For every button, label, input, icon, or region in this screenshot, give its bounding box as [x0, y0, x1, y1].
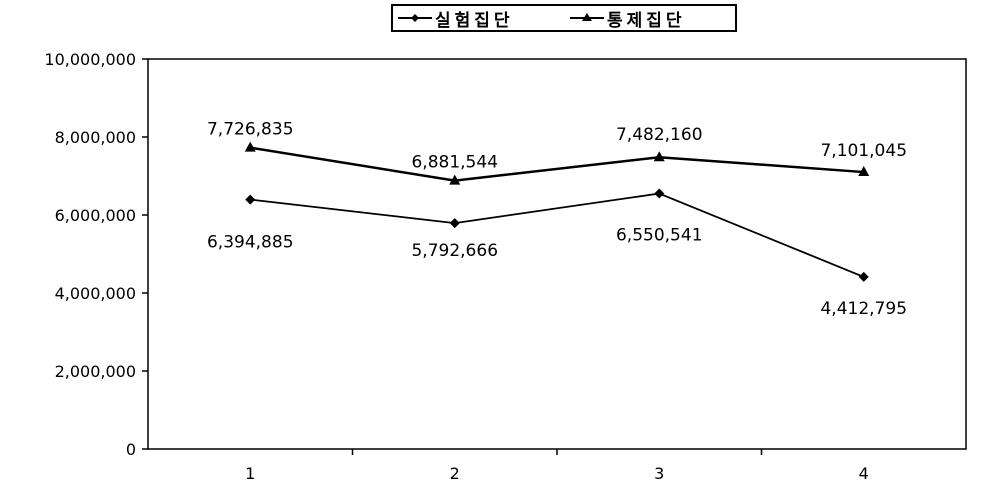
plot-area [147, 58, 967, 450]
series-line-2 [250, 146, 864, 182]
x-axis: 1 2 3 4 [245, 449, 869, 483]
y-tick-label: 4,000,000 [55, 284, 136, 303]
data-point-series-2 [858, 166, 870, 177]
legend-item-series-1: 실험집단 [397, 6, 514, 31]
x-tick-label: 3 [654, 464, 664, 483]
data-label-series-2: 7,482,160 [616, 125, 703, 145]
diamond-marker-icon [398, 14, 432, 22]
data-label-series-1: 5,792,666 [411, 241, 498, 261]
legend-item-series-2: 통제집단 [569, 6, 686, 31]
data-label-series-2: 7,101,045 [820, 141, 907, 161]
data-label-series-1: 6,394,885 [207, 233, 294, 253]
y-tick-label: 2,000,000 [55, 362, 136, 381]
triangle-marker-icon [570, 13, 604, 21]
x-tick-label: 2 [450, 464, 460, 483]
y-tick-label: 10,000,000 [44, 50, 136, 69]
data-point-series-1 [449, 218, 460, 229]
data-point-series-2 [653, 151, 665, 162]
data-labels-layer: 6,394,885 5,792,666 6,550,541 4,412,795 7,72… [207, 120, 907, 319]
data-point-series-1 [858, 271, 869, 282]
x-tick-label: 4 [859, 464, 869, 483]
y-tick-label: 8,000,000 [55, 128, 136, 147]
y-tick-label: 6,000,000 [55, 206, 136, 225]
data-point-series-1 [654, 188, 665, 199]
series-layer [244, 141, 870, 282]
legend: 실험집단 통제집단 [391, 4, 737, 32]
data-label-series-1: 4,412,795 [820, 299, 907, 319]
series-line-1 [250, 192, 865, 278]
legend-label-series-2: 통제집단 [607, 10, 686, 31]
data-point-series-2 [244, 141, 256, 152]
data-point-series-1 [245, 194, 256, 205]
data-label-series-2: 6,881,544 [411, 153, 498, 173]
data-label-series-1: 6,550,541 [616, 226, 703, 246]
legend-label-series-1: 실험집단 [435, 10, 514, 31]
data-point-series-2 [449, 174, 461, 185]
y-axis: 0 2,000,000 4,000,000 6,000,000 8,000,000 10,… [44, 50, 148, 459]
data-label-series-2: 7,726,835 [207, 120, 294, 140]
x-tick-label: 1 [245, 464, 255, 483]
y-tick-label: 0 [126, 440, 136, 459]
